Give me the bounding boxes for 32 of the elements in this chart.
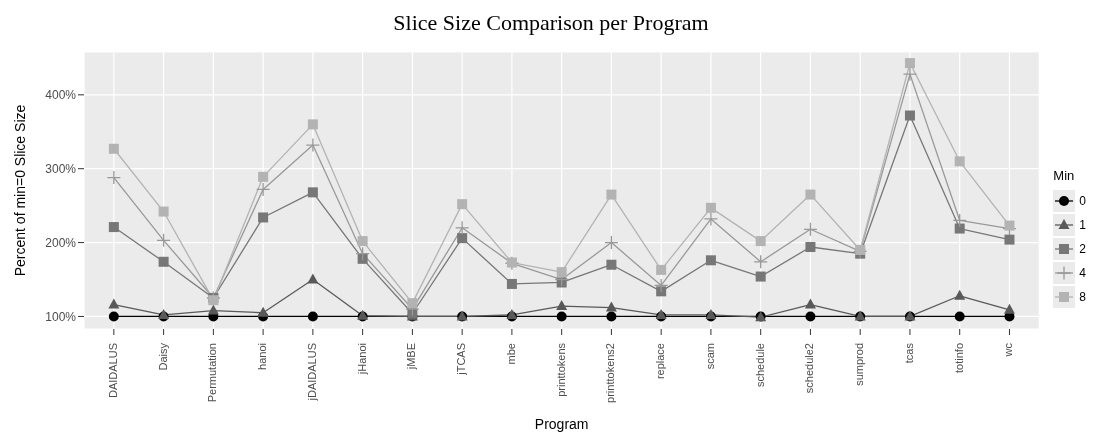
x-tick-label: Daisy bbox=[156, 342, 169, 371]
x-tick-label: tcas bbox=[902, 342, 915, 364]
x-tick-label: schedule2 bbox=[803, 343, 816, 394]
x-tick-label: scam bbox=[703, 343, 716, 370]
x-tick-label: sumprod bbox=[853, 343, 866, 386]
y-tick-label: 400% bbox=[45, 88, 77, 103]
x-tick-label: printtokens bbox=[554, 342, 567, 397]
x-tick-label: jTCAS bbox=[455, 343, 468, 376]
x-tick-label: mbe bbox=[504, 343, 517, 365]
x-tick-label: totinfo bbox=[952, 343, 965, 373]
x-tick-label: jHanoi bbox=[355, 343, 368, 376]
y-tick-label: 300% bbox=[45, 161, 77, 176]
x-tick-label: replace bbox=[654, 343, 667, 380]
y-tick-label: 200% bbox=[45, 235, 77, 250]
chart-title: Slice Size Comparison per Program bbox=[392, 9, 710, 37]
x-tick-label: jMBE bbox=[405, 343, 418, 371]
legend-label: 8 bbox=[1079, 290, 1086, 304]
legend-title: Min bbox=[1053, 168, 1076, 183]
legend-label: 1 bbox=[1079, 218, 1086, 232]
y-axis-title: Percent of min=0 Slice Size bbox=[11, 104, 28, 277]
x-tick-label: DAIDALUS bbox=[106, 343, 119, 399]
x-axis-title: Program bbox=[534, 416, 589, 432]
x-tick-label: schedule bbox=[753, 343, 766, 388]
legend-label: 2 bbox=[1079, 242, 1086, 256]
x-tick-label: printtokens2 bbox=[604, 343, 617, 403]
legend-label: 4 bbox=[1079, 266, 1086, 280]
legend-label: 0 bbox=[1079, 194, 1086, 208]
y-tick-label: 100% bbox=[45, 309, 77, 324]
x-tick-label: Permutation bbox=[206, 343, 219, 403]
x-tick-label: jDAIDALUS bbox=[305, 343, 318, 402]
x-tick-label: hanoi bbox=[256, 343, 269, 370]
x-tick-label: wc bbox=[1002, 342, 1015, 358]
